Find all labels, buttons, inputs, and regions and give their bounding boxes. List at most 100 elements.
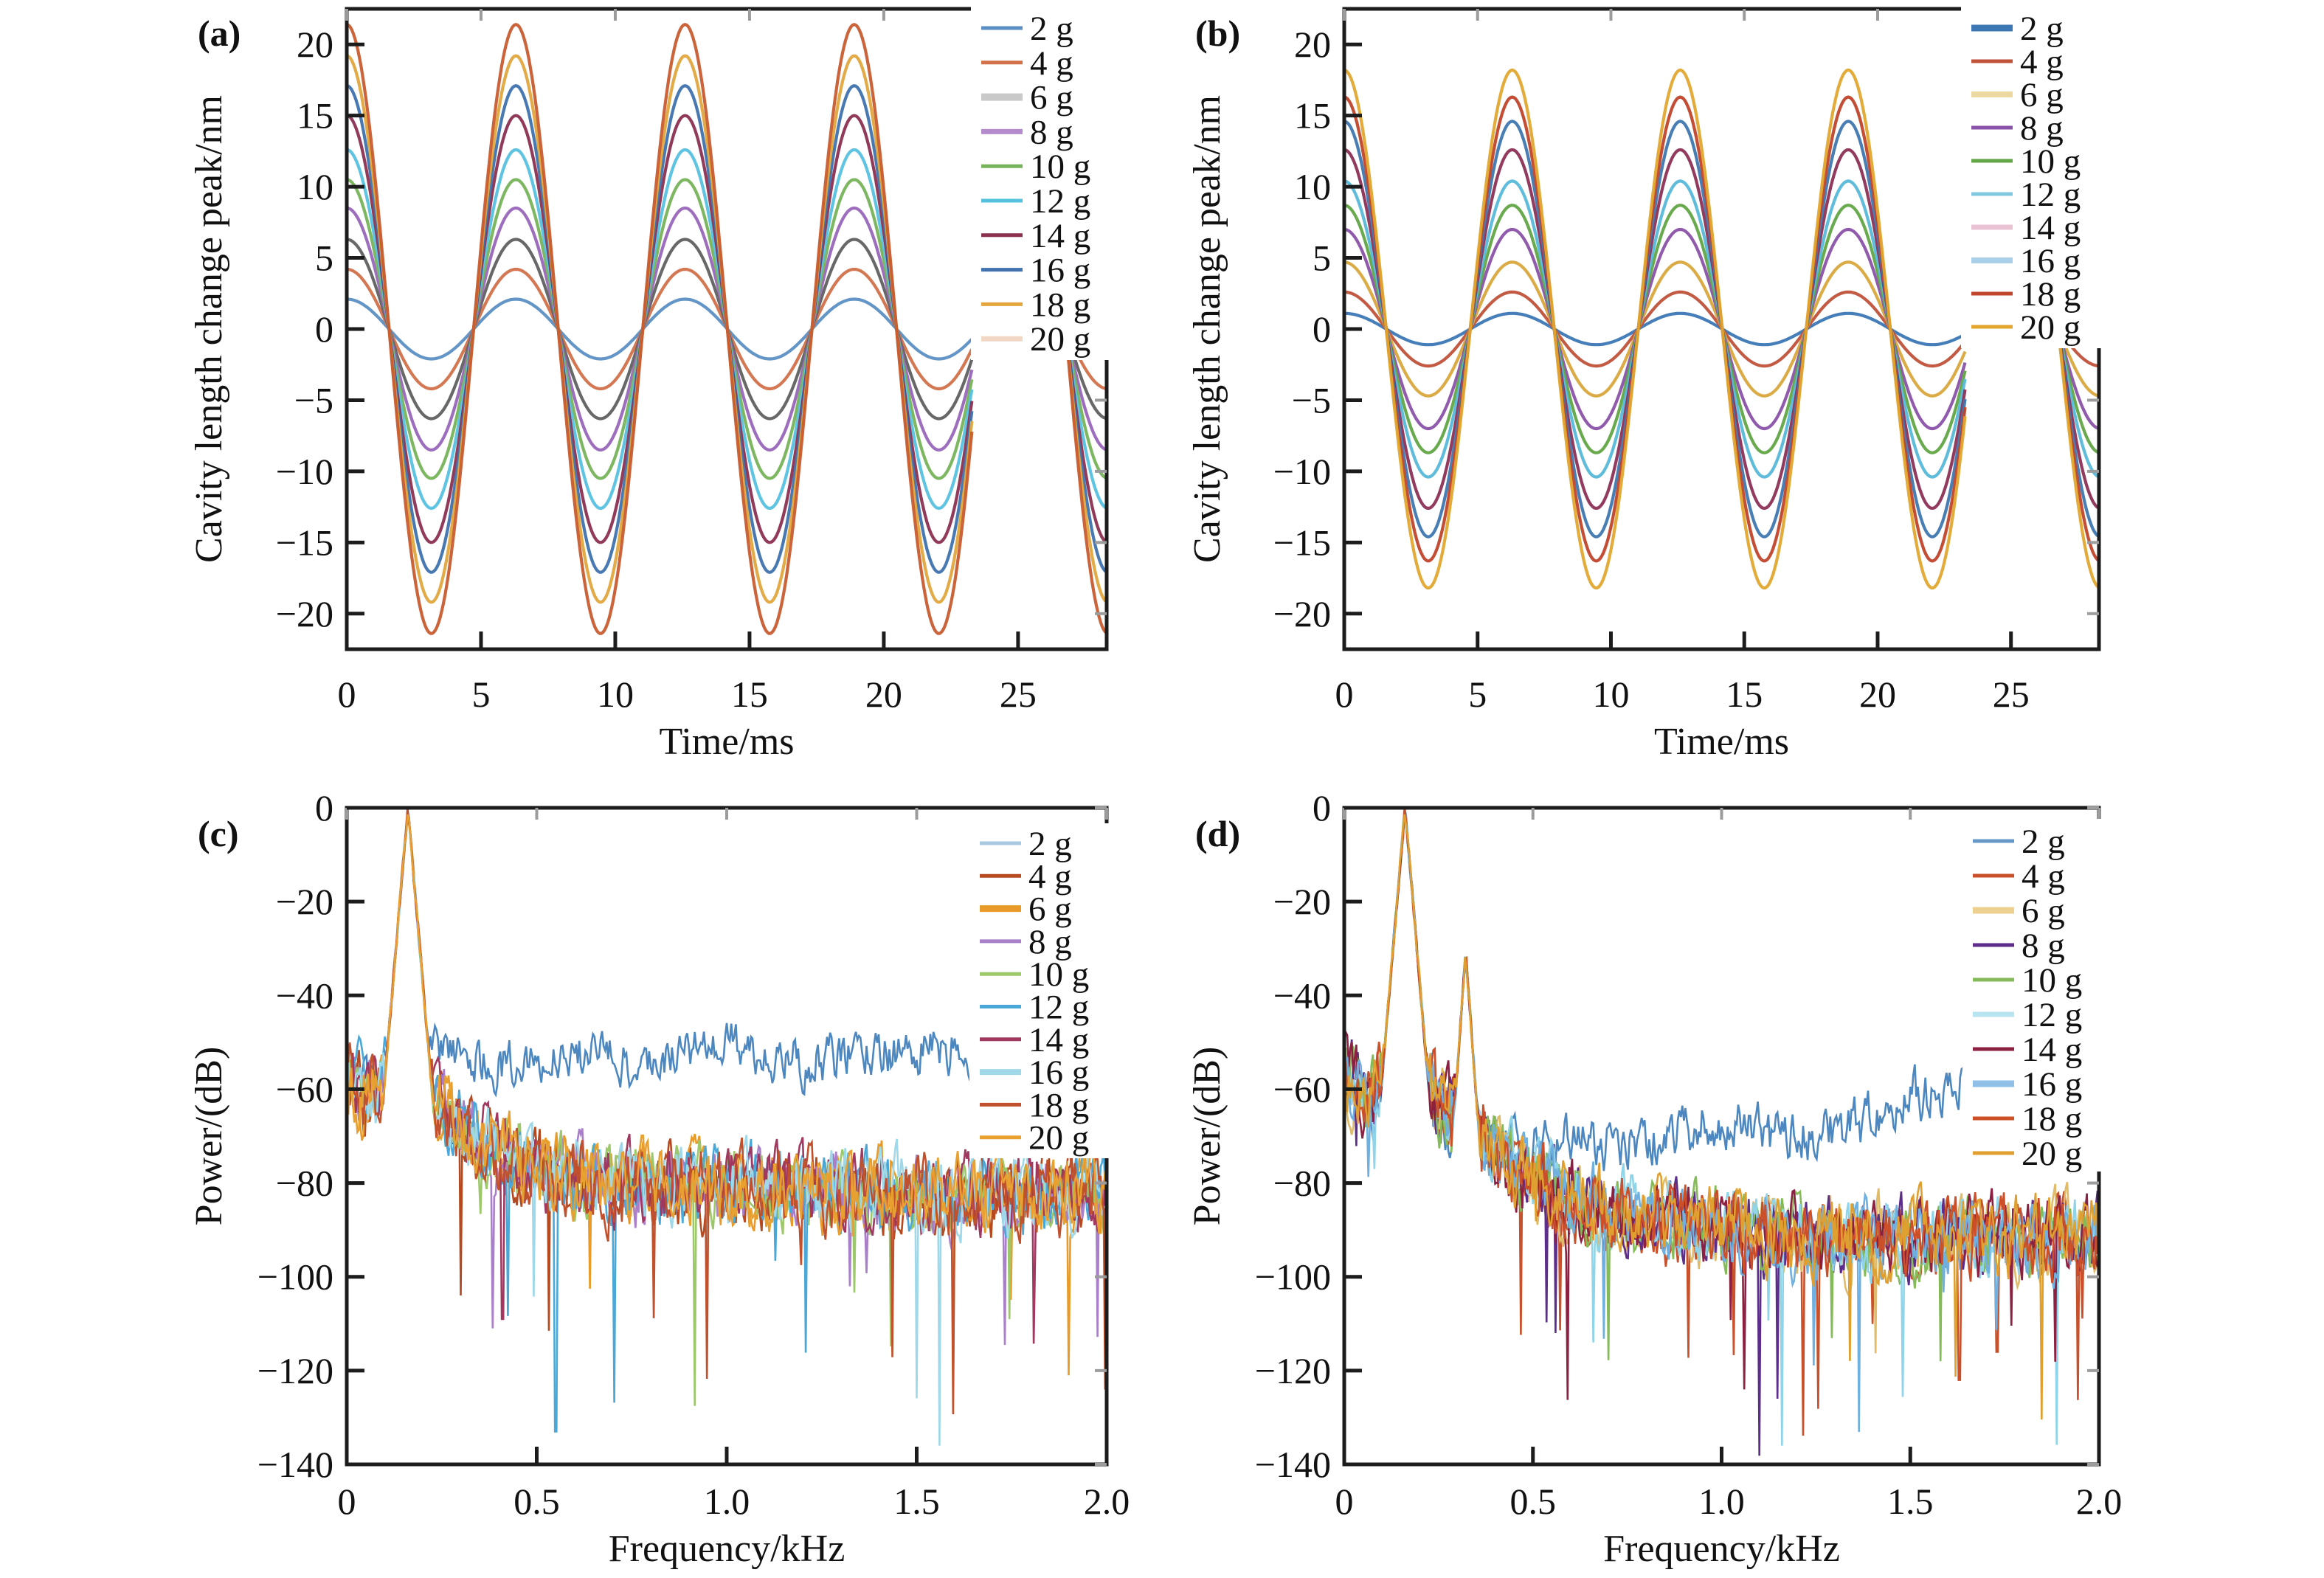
- x-tick-label: 20: [865, 674, 902, 715]
- y-axis-label: Power/(dB): [188, 1047, 230, 1226]
- y-tick-label: 15: [1294, 95, 1331, 136]
- legend-label-16g: 16 g: [2022, 1065, 2082, 1104]
- y-tick-label: −80: [276, 1163, 333, 1204]
- x-tick-label: 0: [1335, 1481, 1354, 1522]
- panel-c: 0 0.5 1.0 1.5 2.0 0 −20 −40 −60 −80 −100 −120 −140 Fr…: [188, 787, 1130, 1570]
- y-tick-label: 0: [315, 308, 333, 350]
- x-tick-label: 15: [731, 674, 768, 715]
- y-tick-label: −15: [276, 522, 333, 563]
- legend-label-6g: 6 g: [1028, 890, 1072, 929]
- legend-label-4g: 4 g: [2022, 857, 2065, 896]
- y-tick-label: 5: [1313, 238, 1331, 279]
- plot-area-c: [347, 808, 1107, 1446]
- legend-label-6g: 6 g: [2020, 76, 2064, 114]
- y-tick-label: −60: [1273, 1068, 1331, 1110]
- legend-label-12g: 12 g: [1028, 989, 1089, 1027]
- x-tick-label: 1.5: [893, 1481, 940, 1522]
- x-tick-label: 10: [597, 674, 634, 715]
- y-tick-label: −20: [1273, 593, 1331, 634]
- y-tick-label: 20: [297, 24, 333, 65]
- x-tick-label: 0: [338, 674, 356, 715]
- x-tick-label: 15: [1726, 674, 1763, 715]
- legend-label-4g: 4 g: [1028, 857, 1072, 896]
- y-tick-label: −100: [1255, 1256, 1331, 1298]
- y-tick-label: −60: [276, 1068, 333, 1110]
- panel-d: 0 0.5 1.0 1.5 2.0 0 −20 −40 −60 −80 −100 −120 −140 Fr…: [1186, 787, 2122, 1570]
- legend-label-4g: 4 g: [2020, 43, 2064, 81]
- y-axis-label: Cavity length change peak/nm: [1186, 95, 1228, 563]
- x-tick-label: 0.5: [1510, 1481, 1557, 1522]
- x-tick-label: 2.0: [1084, 1481, 1130, 1522]
- legend-label-2g: 2 g: [1030, 10, 1073, 48]
- legend-label-10g: 10 g: [2020, 142, 2081, 181]
- y-tick-label: −40: [1273, 975, 1331, 1016]
- panel-tag-d: (d): [1195, 813, 1240, 854]
- y-tick-label: −5: [1292, 379, 1331, 421]
- legend-label-12g: 12 g: [2020, 176, 2081, 214]
- legend-label-20g: 20 g: [2022, 1135, 2082, 1173]
- legend-label-8g: 8 g: [2022, 927, 2065, 965]
- legend-label-6g: 6 g: [2022, 892, 2065, 930]
- y-tick-label: −20: [1273, 881, 1331, 922]
- legend-label-20g: 20 g: [2020, 308, 2081, 347]
- y-tick-label: −140: [1255, 1444, 1331, 1485]
- series-line-20g: [1344, 814, 2099, 1420]
- y-tick-label: −140: [257, 1444, 333, 1485]
- y-tick-label: −10: [276, 451, 333, 492]
- legend-label-14g: 14 g: [2020, 209, 2081, 247]
- legend-label-18g: 18 g: [2020, 275, 2081, 314]
- y-tick-label: −5: [294, 379, 333, 421]
- panel-tag-a: (a): [198, 13, 241, 54]
- y-axis-label: Power/(dB): [1186, 1047, 1228, 1226]
- x-axis-label: Frequency/kHz: [609, 1528, 845, 1570]
- x-tick-label: 5: [1468, 674, 1487, 715]
- legend-label-10g: 10 g: [2022, 961, 2082, 1000]
- legend-label-18g: 18 g: [1028, 1086, 1089, 1124]
- legend-label-14g: 14 g: [1030, 217, 1090, 255]
- y-tick-label: −80: [1273, 1163, 1331, 1204]
- panel-b: 0 5 10 15 20 25 −20 −15 −10 −5 0 5 10 15 20 Time/ms Cavi…: [1186, 6, 2109, 763]
- legend-label-16g: 16 g: [1028, 1053, 1089, 1092]
- y-tick-label: 10: [297, 166, 333, 207]
- x-tick-label: 5: [471, 674, 490, 715]
- y-tick-label: −100: [257, 1256, 333, 1298]
- legend-label-14g: 14 g: [2022, 1031, 2082, 1069]
- x-tick-label: 0.5: [513, 1481, 560, 1522]
- legend-label-2g: 2 g: [2022, 823, 2065, 861]
- y-tick-label: 10: [1294, 166, 1331, 207]
- y-axis-label: Cavity length change peak/nm: [188, 95, 230, 563]
- y-tick-label: −20: [276, 593, 333, 634]
- x-tick-label: 2.0: [2076, 1481, 2123, 1522]
- legend-label-10g: 10 g: [1030, 148, 1090, 186]
- legend-label-18g: 18 g: [2022, 1100, 2082, 1138]
- legend-label-20g: 20 g: [1030, 320, 1090, 359]
- legend-label-20g: 20 g: [1028, 1119, 1089, 1157]
- legend-label-2g: 2 g: [1028, 825, 1072, 863]
- legend-label-8g: 8 g: [1030, 113, 1073, 151]
- y-tick-label: −10: [1273, 451, 1331, 492]
- legend-label-8g: 8 g: [2020, 109, 2064, 148]
- legend-label-12g: 12 g: [1030, 182, 1090, 221]
- x-axis-label: Time/ms: [659, 721, 794, 763]
- y-tick-label: −40: [276, 975, 333, 1016]
- legend-background: [1962, 819, 2110, 1172]
- x-tick-label: 1.5: [1887, 1481, 1934, 1522]
- y-tick-label: 0: [1313, 787, 1331, 828]
- x-tick-label: 1.0: [1698, 1481, 1745, 1522]
- legend-label-18g: 18 g: [1030, 286, 1090, 324]
- legend-label-6g: 6 g: [1030, 79, 1073, 117]
- legend-label-14g: 14 g: [1028, 1021, 1089, 1059]
- x-tick-label: 1.0: [704, 1481, 750, 1522]
- x-tick-label: 10: [1592, 674, 1629, 715]
- panel-tag-b: (b): [1195, 13, 1240, 54]
- y-tick-label: −15: [1273, 522, 1331, 563]
- legend-background: [971, 6, 1124, 360]
- legend-label-10g: 10 g: [1028, 955, 1089, 994]
- x-tick-label: 20: [1859, 674, 1896, 715]
- legend-label-8g: 8 g: [1028, 923, 1072, 961]
- legend-label-4g: 4 g: [1030, 44, 1073, 83]
- y-tick-label: 15: [297, 95, 333, 136]
- legend-label-2g: 2 g: [2020, 10, 2064, 48]
- series-line-20g: [347, 814, 1107, 1236]
